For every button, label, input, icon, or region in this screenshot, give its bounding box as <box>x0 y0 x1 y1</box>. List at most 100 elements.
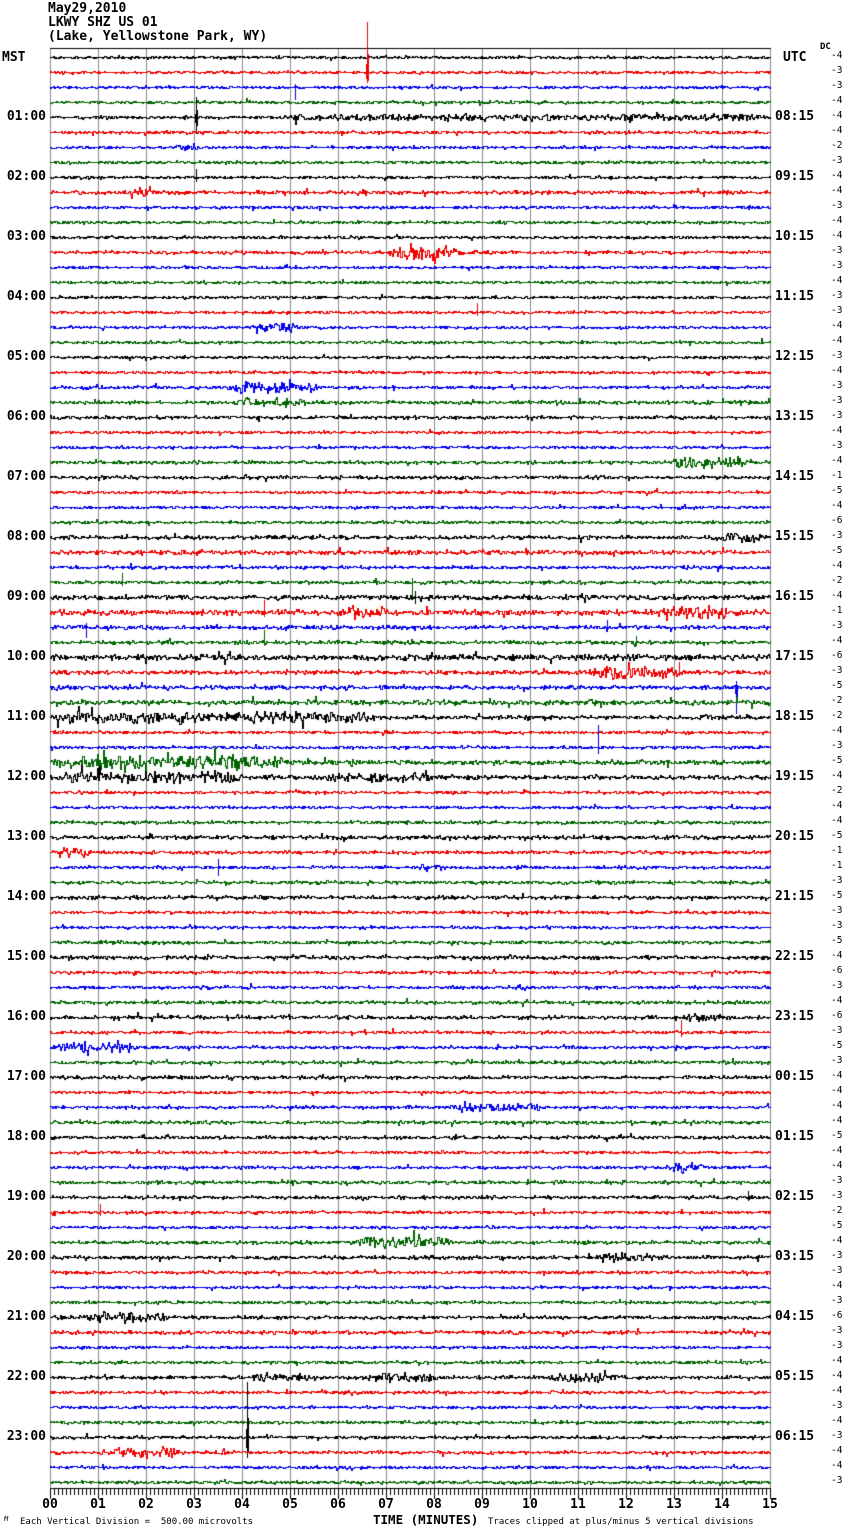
dc-offset-value: -5 <box>831 1040 843 1051</box>
dc-offset-value: -5 <box>831 890 843 901</box>
right-time-label: 09:15 <box>775 169 815 184</box>
left-time-label: 09:00 <box>6 589 46 604</box>
dc-offset-value: -3 <box>831 395 843 406</box>
scale-note: Each Vertical Division = 500.00 microvol… <box>20 1517 253 1527</box>
left-axis-unit-label: MST <box>2 50 26 65</box>
dc-offset-value: -4 <box>831 590 843 601</box>
dc-offset-value: -6 <box>831 1010 843 1021</box>
dc-offset-value: -3 <box>831 1340 843 1351</box>
x-tick-label: 14 <box>714 1497 730 1512</box>
dc-offset-value: -4 <box>831 1085 843 1096</box>
dc-offset-value: -4 <box>831 1160 843 1171</box>
dc-offset-value: -4 <box>831 635 843 646</box>
x-tick-label: 09 <box>474 1497 490 1512</box>
dc-offset-value: -5 <box>831 1130 843 1141</box>
right-time-label: 01:15 <box>775 1129 815 1144</box>
dc-offset-value: -4 <box>831 335 843 346</box>
dc-offset-header: DC <box>820 42 831 52</box>
dc-offset-value: -4 <box>831 1355 843 1366</box>
dc-offset-value: -6 <box>831 515 843 526</box>
right-time-label: 14:15 <box>775 469 815 484</box>
dc-offset-value: -1 <box>831 605 843 616</box>
right-time-label: 17:15 <box>775 649 815 664</box>
dc-offset-value: -3 <box>831 1055 843 1066</box>
dc-offset-value: -3 <box>831 875 843 886</box>
left-time-label: 21:00 <box>6 1309 46 1324</box>
x-tick-label: 12 <box>618 1497 634 1512</box>
dc-offset-value: -3 <box>831 245 843 256</box>
x-tick-label: 06 <box>330 1497 346 1512</box>
dc-offset-value: -3 <box>831 65 843 76</box>
dc-offset-value: -3 <box>831 920 843 931</box>
right-time-label: 16:15 <box>775 589 815 604</box>
dc-offset-value: -5 <box>831 485 843 496</box>
right-time-label: 00:15 <box>775 1069 815 1084</box>
dc-offset-value: -3 <box>831 1430 843 1441</box>
dc-offset-value: -2 <box>831 785 843 796</box>
dc-offset-value: -4 <box>831 1115 843 1126</box>
x-tick-label: 03 <box>186 1497 202 1512</box>
dc-offset-value: -4 <box>831 1445 843 1456</box>
dc-offset-value: -4 <box>831 95 843 106</box>
dc-offset-value: -3 <box>831 905 843 916</box>
x-tick-label: 11 <box>570 1497 586 1512</box>
dc-offset-value: -4 <box>831 1460 843 1471</box>
x-tick-label: 01 <box>90 1497 106 1512</box>
left-time-label: 06:00 <box>6 409 46 424</box>
header-station: LKWY SHZ US 01 <box>48 15 158 30</box>
left-time-label: 14:00 <box>6 889 46 904</box>
dc-offset-value: -4 <box>831 995 843 1006</box>
dc-offset-value: -3 <box>831 1025 843 1036</box>
right-time-label: 03:15 <box>775 1249 815 1264</box>
dc-offset-value: -3 <box>831 1325 843 1336</box>
dc-offset-value: -3 <box>831 410 843 421</box>
right-time-label: 15:15 <box>775 529 815 544</box>
dc-offset-value: -1 <box>831 470 843 481</box>
right-time-label: 12:15 <box>775 349 815 364</box>
dc-offset-value: -2 <box>831 695 843 706</box>
x-tick-label: 04 <box>234 1497 250 1512</box>
dc-offset-value: -3 <box>831 530 843 541</box>
dc-offset-value: -4 <box>831 275 843 286</box>
dc-offset-value: -4 <box>831 1145 843 1156</box>
dc-offset-value: -4 <box>831 1235 843 1246</box>
dc-offset-value: -3 <box>831 740 843 751</box>
dc-offset-value: -3 <box>831 380 843 391</box>
dc-offset-value: -2 <box>831 140 843 151</box>
dc-offset-value: -3 <box>831 980 843 991</box>
dc-offset-value: -4 <box>831 320 843 331</box>
dc-offset-value: -4 <box>831 815 843 826</box>
left-time-label: 16:00 <box>6 1009 46 1024</box>
left-time-label: 11:00 <box>6 709 46 724</box>
left-time-label: 23:00 <box>6 1429 46 1444</box>
x-tick-label: 13 <box>666 1497 682 1512</box>
clip-note: Traces clipped at plus/minus 5 vertical … <box>488 1517 754 1527</box>
left-time-label: 03:00 <box>6 229 46 244</box>
dc-offset-value: -3 <box>831 1295 843 1306</box>
dc-offset-value: -6 <box>831 1310 843 1321</box>
left-time-label: 08:00 <box>6 529 46 544</box>
dc-offset-value: -3 <box>831 620 843 631</box>
dc-offset-value: -3 <box>831 155 843 166</box>
dc-offset-value: -4 <box>831 560 843 571</box>
dc-offset-value: -3 <box>831 305 843 316</box>
header-date: May29,2010 <box>48 1 127 16</box>
left-time-label: 07:00 <box>6 469 46 484</box>
right-time-label: 22:15 <box>775 949 815 964</box>
dc-offset-value: -4 <box>831 725 843 736</box>
left-time-label: 10:00 <box>6 649 46 664</box>
dc-offset-value: -3 <box>831 1475 843 1486</box>
right-time-label: 11:15 <box>775 289 815 304</box>
x-tick-label: 08 <box>426 1497 442 1512</box>
dc-offset-value: -4 <box>831 770 843 781</box>
dc-offset-value: -3 <box>831 350 843 361</box>
x-tick-label: 05 <box>282 1497 298 1512</box>
dc-offset-value: -3 <box>831 290 843 301</box>
dc-offset-value: -3 <box>831 1190 843 1201</box>
right-time-label: 06:15 <box>775 1429 815 1444</box>
dc-offset-value: -3 <box>831 665 843 676</box>
dc-offset-value: -4 <box>831 125 843 136</box>
dc-offset-value: -4 <box>831 170 843 181</box>
dc-offset-value: -4 <box>831 455 843 466</box>
